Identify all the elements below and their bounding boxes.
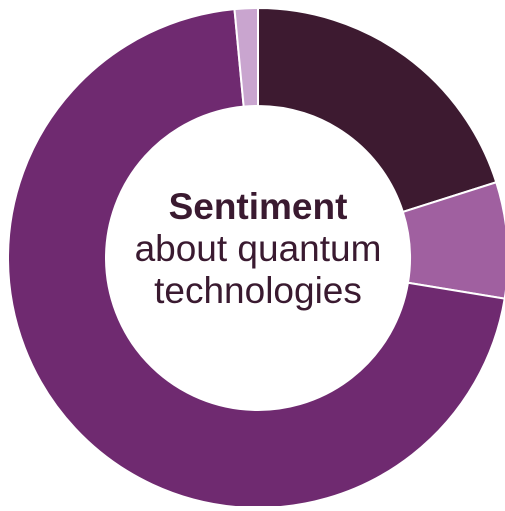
donut-slice-4: [233, 6, 259, 108]
chart-subtitle: about quantum technologies: [134, 228, 382, 312]
center-label: Sentiment about quantum technologies: [0, 186, 505, 313]
donut-slice-1: [257, 6, 498, 214]
chart-title: Sentiment: [168, 186, 348, 227]
